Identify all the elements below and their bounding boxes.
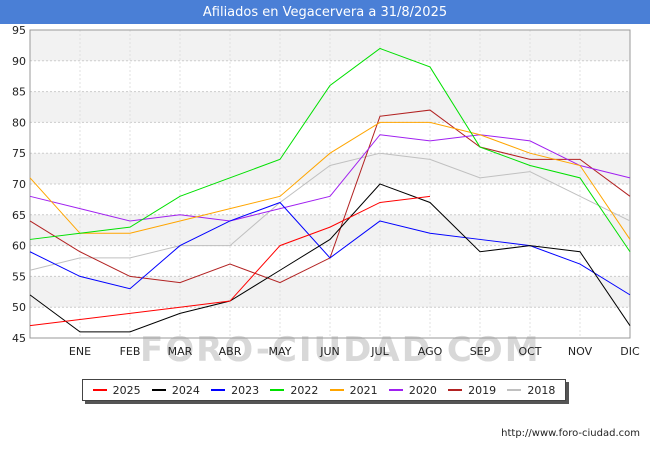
y-tick-label: 90 bbox=[12, 55, 26, 68]
legend-swatch bbox=[388, 389, 403, 391]
x-tick-label: JUL bbox=[370, 345, 389, 358]
legend-label: 2025 bbox=[112, 383, 141, 397]
legend-swatch bbox=[448, 389, 463, 391]
y-tick-label: 65 bbox=[12, 209, 26, 222]
plot-area-frame bbox=[29, 29, 631, 339]
legend-label: 2018 bbox=[527, 383, 556, 397]
source-url[interactable]: http://www.foro-ciudad.com bbox=[501, 428, 640, 439]
legend-swatch bbox=[507, 389, 522, 391]
x-tick-label: MAR bbox=[168, 345, 193, 358]
legend-label: 2022 bbox=[290, 383, 319, 397]
x-tick-label: JUN bbox=[319, 345, 340, 358]
y-tick-label: 80 bbox=[12, 116, 26, 129]
series-line-2020 bbox=[29, 134, 631, 222]
y-tick-label: 75 bbox=[12, 147, 26, 160]
legend-label: 2021 bbox=[349, 383, 378, 397]
y-tick-label: 85 bbox=[12, 86, 26, 99]
legend-label: 2023 bbox=[231, 383, 260, 397]
legend-label: 2024 bbox=[171, 383, 200, 397]
chart-title: Afiliados en Vegacervera a 31/8/2025 bbox=[0, 0, 650, 24]
x-tick-label: DIC bbox=[620, 345, 640, 358]
watermark: FORO-CIUDAD.COM bbox=[140, 330, 541, 370]
legend-label: 2020 bbox=[408, 383, 437, 397]
legend-item-2024: 2024 bbox=[151, 383, 200, 397]
legend-item-2020: 2020 bbox=[388, 383, 437, 397]
x-tick-label: ABR bbox=[219, 345, 242, 358]
x-tick-label: AGO bbox=[418, 345, 443, 358]
series-line-2025 bbox=[29, 195, 431, 327]
legend-item-2023: 2023 bbox=[211, 384, 259, 397]
legend-swatch bbox=[329, 389, 344, 391]
legend-item-2021: 2021 bbox=[329, 383, 378, 397]
x-tick-label: OCT bbox=[518, 345, 541, 358]
x-tick-label: NOV bbox=[568, 345, 593, 358]
y-tick-label: 45 bbox=[12, 332, 26, 345]
legend-item-2018: 2018 bbox=[507, 384, 555, 397]
series-line-2024 bbox=[29, 183, 631, 333]
series-line-2022 bbox=[29, 47, 631, 253]
legend-item-2019: 2019 bbox=[448, 384, 496, 397]
y-tick-label: 55 bbox=[12, 270, 26, 283]
legend-swatch bbox=[151, 389, 166, 391]
y-tick-label: 95 bbox=[12, 24, 26, 37]
x-tick-label: FEB bbox=[120, 345, 141, 358]
x-tick-label: MAY bbox=[269, 345, 292, 358]
y-tick-label: 70 bbox=[12, 178, 26, 191]
legend-item-2022: 2022 bbox=[270, 384, 318, 397]
series-line-2018 bbox=[29, 152, 631, 271]
legend-label: 2019 bbox=[468, 383, 497, 397]
legend-swatch bbox=[92, 389, 107, 391]
series-line-2021 bbox=[29, 121, 631, 240]
legend-swatch bbox=[211, 389, 226, 391]
chart-legend: 2025 2024 2023 2022 2021 2020 2019 2018 bbox=[82, 379, 566, 401]
legend-swatch bbox=[270, 389, 285, 391]
x-tick-label: ENE bbox=[69, 345, 91, 358]
x-tick-label: SEP bbox=[470, 345, 491, 358]
y-tick-label: 50 bbox=[12, 301, 26, 314]
legend-item-2025: 2025 bbox=[92, 383, 141, 397]
y-tick-label: 60 bbox=[12, 240, 26, 253]
